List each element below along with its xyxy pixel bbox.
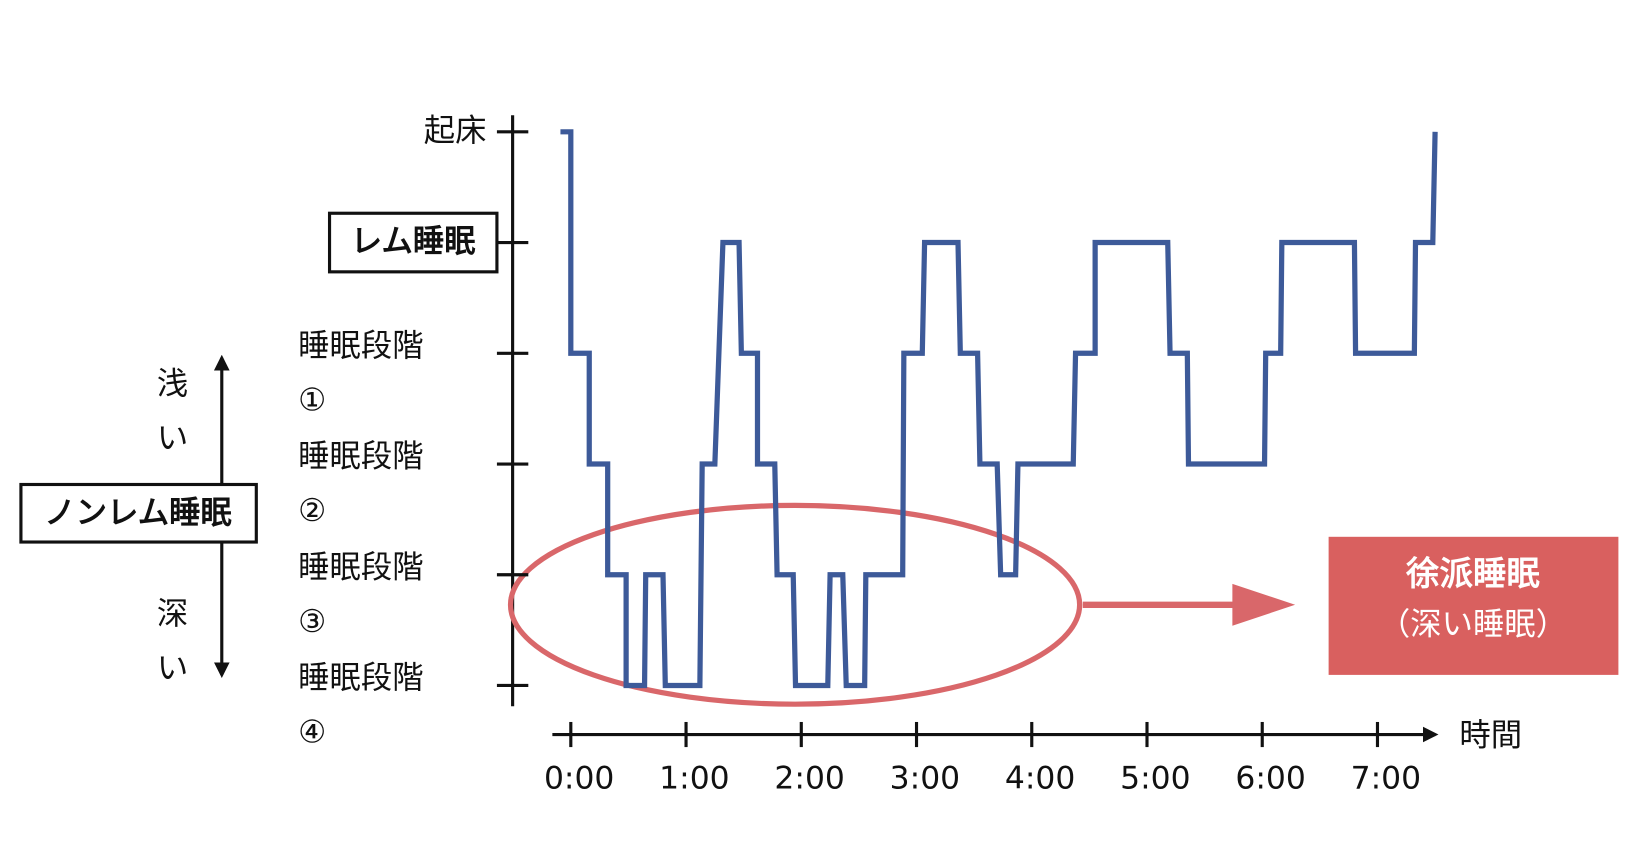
y-tick-label: 睡眠段階 ④ [298, 660, 424, 750]
y-tick-label: 睡眠段階 ③ [298, 549, 424, 639]
callout-box [1328, 536, 1619, 675]
x-tick-label: 1:00 [659, 761, 729, 797]
deep-sleep-ellipse [507, 502, 1083, 707]
x-axis-label: 時間 [1459, 718, 1522, 754]
x-tick-label: 3:00 [890, 761, 960, 797]
callout-title: 徐派睡眠 [1405, 554, 1540, 593]
y-tick-label: 睡眠段階 ② [298, 439, 424, 529]
y-tick-label: 起床 [424, 113, 487, 149]
x-tick-label: 0:00 [544, 761, 614, 797]
x-tick-label: 6:00 [1235, 761, 1305, 797]
callout-subtitle: （深い睡眠） [1379, 607, 1567, 643]
y-tick-label: 睡眠段階 ① [298, 328, 424, 418]
shallow-label: 浅い [157, 366, 188, 456]
nonrem-label: ノンレム睡眠 [44, 495, 232, 531]
hypnogram-line [560, 129, 1438, 689]
y-tick-label: レム睡眠 [351, 224, 476, 260]
callout-arrow-head [1232, 583, 1296, 626]
x-tick-label: 2:00 [774, 761, 844, 797]
nonrem-box [19, 482, 258, 544]
x-tick-label: 7:00 [1351, 761, 1421, 797]
x-tick-label: 5:00 [1120, 761, 1190, 797]
y-tick-box [327, 211, 499, 274]
deep-label: 深い [157, 596, 188, 686]
x-tick-label: 4:00 [1005, 761, 1075, 797]
